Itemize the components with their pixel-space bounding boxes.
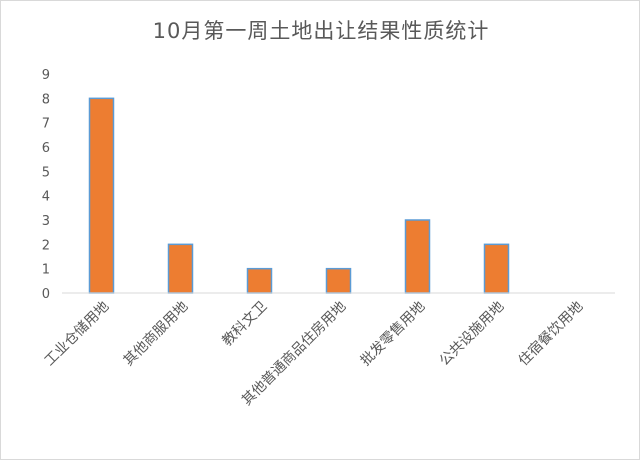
x-tick-label: 教科文卫 <box>219 299 270 350</box>
x-tick-label: 批发零售用地 <box>358 299 429 370</box>
bar <box>167 243 194 294</box>
x-tick-label: 其他商服用地 <box>121 299 192 370</box>
chart-title: 10月第一周土地出让结果性质统计 <box>152 19 490 43</box>
x-tick-label: 工业仓储用地 <box>42 299 113 370</box>
y-tick-label: 5 <box>42 165 50 180</box>
bars <box>88 97 510 294</box>
y-tick-label: 2 <box>42 238 50 253</box>
bar <box>88 97 115 294</box>
y-tick-label: 6 <box>42 141 50 156</box>
y-tick-label: 3 <box>42 214 50 229</box>
x-tick-label: 住宿餐饮用地 <box>515 298 586 369</box>
x-tick-label: 公共设施用地 <box>437 299 508 370</box>
bar <box>325 267 352 294</box>
y-tick-label: 9 <box>42 68 50 83</box>
bar <box>404 219 431 294</box>
y-axis: 0 1 2 3 4 5 6 7 8 9 <box>42 68 50 302</box>
y-tick-label: 1 <box>42 263 50 278</box>
y-tick-label: 8 <box>42 92 50 107</box>
y-tick-label: 7 <box>42 117 50 132</box>
bar <box>483 243 510 294</box>
bar <box>246 267 273 294</box>
y-tick-label: 0 <box>42 287 50 302</box>
y-tick-label: 4 <box>42 190 50 205</box>
